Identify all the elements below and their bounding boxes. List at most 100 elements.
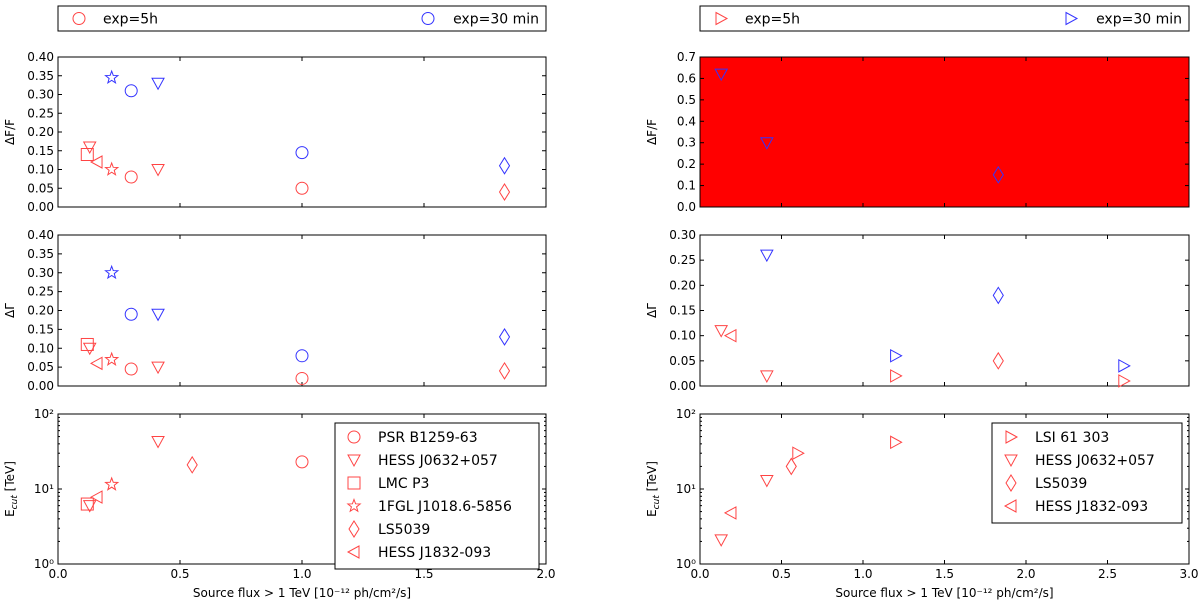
y-tick-label: 0.30 [669, 228, 696, 242]
marker-star [104, 161, 120, 176]
marker-circle [124, 362, 138, 376]
x-tick-label: 0.0 [48, 567, 67, 581]
marker-circle [124, 170, 138, 184]
y-tick-label: 0.05 [27, 181, 54, 195]
marker-star [104, 69, 120, 85]
legend-label-30min: exp=30 min [1096, 12, 1182, 28]
legend-entry: LS5039 [1035, 476, 1087, 492]
legend-entry: LSI 61 303 [1035, 430, 1109, 446]
panel-left_dF: 0.00 0.05 0.10 0.15 0.20 0.25 0.30 0.35 0.40 ΔF/F [3, 50, 547, 214]
marker-triangle-right [1065, 11, 1079, 26]
x-tick-label: 0.5 [772, 567, 791, 581]
marker-star [104, 351, 120, 367]
marker-diamond [992, 286, 1004, 305]
y-tick-label: 0.20 [669, 278, 696, 292]
plot-fill [700, 57, 1189, 207]
marker-triangle-right [792, 446, 805, 461]
marker-diamond [498, 327, 511, 346]
y-tick-label: 0.20 [27, 125, 54, 139]
marker-triangle-down [1004, 454, 1018, 468]
marker-triangle-down [347, 454, 361, 468]
marker-diamond [498, 361, 511, 380]
x-tick-label: 3.0 [1179, 567, 1198, 581]
marker-diamond [498, 156, 511, 175]
marker-triangle-down [151, 308, 165, 322]
marker-triangle-left [1003, 499, 1017, 513]
y-tick-label: 10² [34, 407, 54, 421]
marker-triangle-down [82, 500, 97, 513]
legend-entry: HESS J1832-093 [378, 545, 491, 561]
axes-frame [57, 56, 547, 208]
y-tick-label: 0.00 [27, 379, 54, 393]
y-axis-label: ΔF/F [3, 119, 17, 145]
axes-frame [699, 413, 1190, 565]
y-tick-label: 0.10 [27, 163, 54, 177]
marker-circle [295, 146, 309, 160]
marker-square [347, 476, 361, 490]
legend-label-30min: exp=30 min [453, 12, 539, 28]
y-tick-label: 0.30 [27, 88, 54, 102]
legend-entry: HESS J1832-093 [1035, 499, 1148, 515]
y-axis-label: Ecut [TeV] [3, 461, 20, 517]
top-legend: exp=5h exp=30 min [57, 5, 547, 32]
marker-circle [421, 12, 435, 25]
x-tick-label: 1.0 [853, 567, 872, 581]
marker-triangle-down [714, 325, 729, 338]
x-axis-label: Source flux > 1 TeV [10⁻¹² ph/cm²/s] [193, 586, 411, 600]
marker-star [104, 264, 120, 280]
marker-triangle-right [1118, 359, 1131, 373]
marker-circle [295, 371, 309, 385]
marker-triangle-left [89, 490, 103, 504]
marker-triangle-down [714, 68, 729, 82]
y-tick-label: 0.15 [27, 322, 54, 336]
legend-frame [57, 5, 547, 32]
marker-triangle-down [759, 370, 774, 383]
marker-diamond [1005, 474, 1017, 492]
marker-circle [124, 307, 138, 321]
marker-triangle-left [346, 545, 360, 559]
marker-circle [295, 455, 309, 469]
x-tick-label: 0.0 [690, 567, 709, 581]
marker-diamond [992, 165, 1004, 184]
marker-star [104, 476, 120, 491]
y-axis-label: ΔΓ [645, 303, 659, 318]
x-tick-label: 2.5 [1098, 567, 1117, 581]
y-tick-label: 10¹ [676, 482, 696, 496]
marker-diamond [992, 351, 1004, 370]
marker-star [346, 498, 362, 513]
y-tick-label: 0.20 [27, 304, 54, 318]
marker-triangle-right [715, 11, 729, 26]
marker-triangle-left [89, 155, 103, 169]
marker-circle [295, 349, 309, 363]
x-tick-label: 1.5 [935, 567, 954, 581]
marker-triangle-left [723, 506, 737, 520]
y-tick-label: 0.10 [27, 341, 54, 355]
marker-triangle-down [82, 342, 97, 356]
y-tick-label: 0.40 [27, 228, 54, 242]
legend-entry: PSR B1259-63 [378, 430, 478, 446]
marker-diamond [348, 520, 360, 538]
x-tick-label: 1.0 [292, 567, 311, 581]
y-tick-label: 0.35 [27, 247, 54, 261]
y-tick-label: 0.3 [677, 136, 696, 150]
panel-left_E: 10⁰ 10¹ 10² 0.0 0.5 1.0 1.5 2.0 Ecut [TeV] Source… [3, 407, 556, 600]
marker-triangle-down [759, 249, 774, 263]
y-tick-label: 0.4 [677, 114, 696, 128]
y-tick-label: 0.10 [669, 329, 696, 343]
panel-right_E: 10⁰ 10¹ 10² 0.0 0.5 1.0 1.5 2.0 2.5 3.0 Ecut [TeV]… [645, 407, 1199, 600]
y-tick-label: 0.30 [27, 266, 54, 280]
legend-label-5h: exp=5h [103, 12, 158, 28]
marker-square [80, 337, 94, 351]
y-tick-label: 0.1 [677, 179, 696, 193]
marker-triangle-left [723, 328, 737, 343]
y-tick-label: 10⁰ [676, 557, 696, 571]
axes-frame [699, 56, 1190, 208]
top-legend: exp=5h exp=30 min [699, 5, 1190, 32]
y-tick-label: 0.15 [669, 304, 696, 318]
x-axis-label: Source flux > 1 TeV [10⁻¹² ph/cm²/s] [835, 586, 1053, 600]
series-legend: LSI 61 303 HESS J0632+057 LS5039 HESS J1832… [991, 422, 1183, 524]
series-legend: PSR B1259-63 HESS J0632+057 LMC P3 1FGL J10… [334, 422, 540, 570]
marker-triangle-down [151, 164, 165, 177]
x-tick-label: 1.5 [414, 567, 433, 581]
marker-triangle-right [890, 435, 903, 450]
